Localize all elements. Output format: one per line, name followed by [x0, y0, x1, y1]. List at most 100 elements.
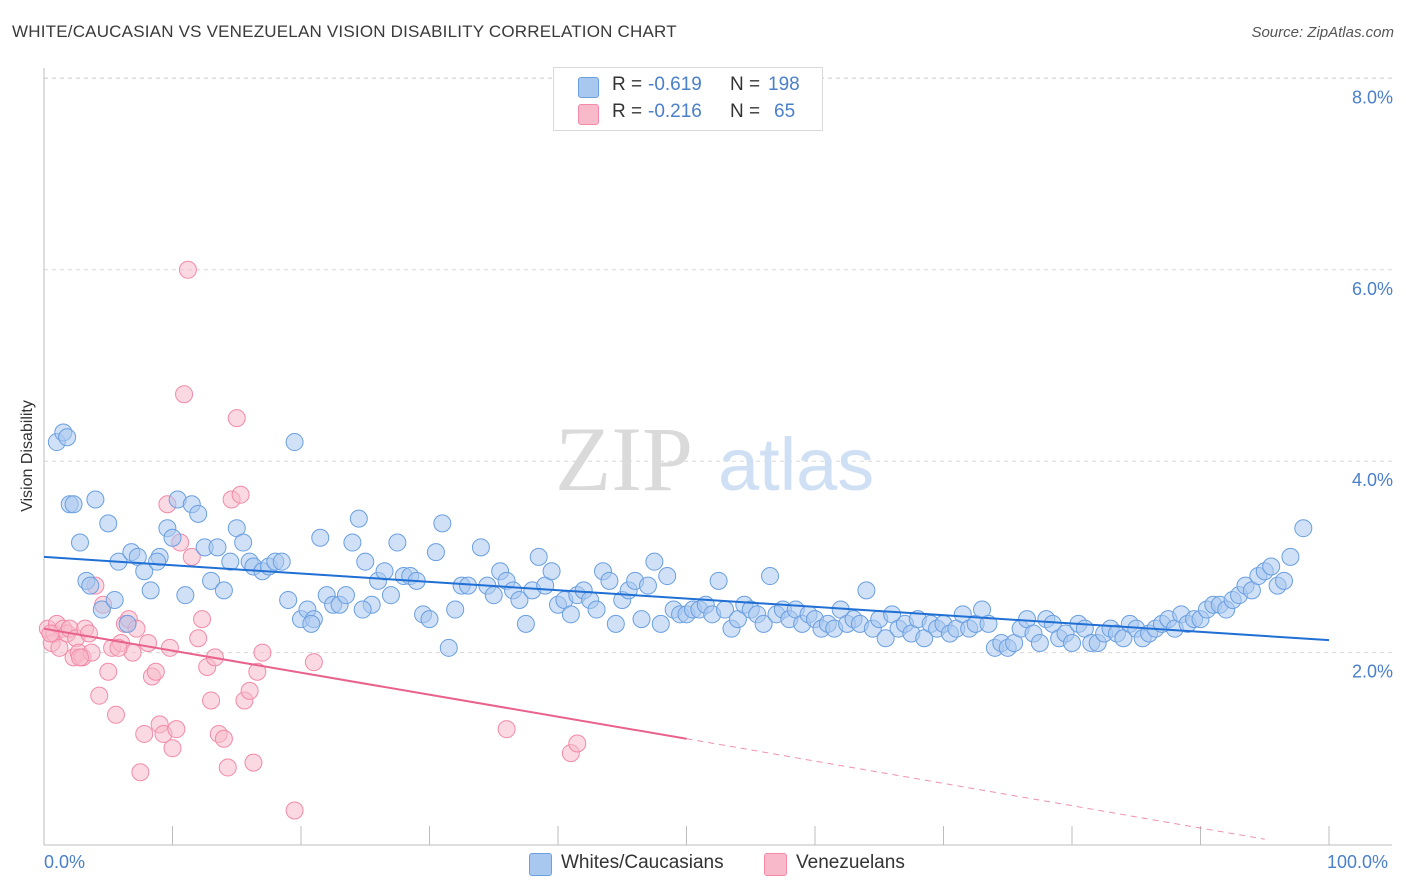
- y-tick-labels: 2.0% 4.0% 6.0% 8.0%: [1352, 87, 1393, 681]
- x-tick-label-max: 100.0%: [1327, 852, 1389, 872]
- data-point-white: [587, 600, 606, 619]
- data-point-white: [279, 590, 298, 609]
- data-point-venezuelan: [131, 763, 150, 782]
- series-legend-label-whites: Whites/Caucasians: [561, 852, 724, 873]
- data-point-white: [979, 614, 998, 633]
- trend-lines: [43, 555, 1330, 840]
- data-point-white: [1275, 571, 1294, 590]
- data-point-venezuelan: [139, 634, 158, 653]
- data-point-venezuelan: [135, 724, 154, 743]
- data-point-white: [336, 586, 355, 605]
- series-legend-swatch-venezuelans: [764, 853, 787, 876]
- data-point-white: [857, 581, 876, 600]
- legend-n-value: 65: [774, 101, 796, 122]
- data-point-white: [529, 547, 548, 566]
- data-point-white: [1030, 634, 1049, 653]
- data-point-white: [1294, 519, 1313, 538]
- data-point-white: [606, 614, 625, 633]
- data-point-white: [561, 605, 580, 624]
- data-point-white: [105, 590, 124, 609]
- data-point-white: [214, 581, 233, 600]
- data-point-venezuelan: [41, 624, 60, 643]
- data-point-white: [141, 581, 160, 600]
- data-point-white: [381, 586, 400, 605]
- data-point-venezuelan: [304, 653, 323, 672]
- data-point-venezuelan: [231, 485, 250, 504]
- data-point-white: [638, 576, 657, 595]
- data-point-venezuelan: [79, 624, 98, 643]
- data-point-venezuelan: [50, 638, 69, 657]
- data-point-white: [632, 610, 651, 629]
- data-point-white: [64, 495, 83, 514]
- data-point-white: [349, 509, 368, 528]
- data-point-venezuelan: [240, 681, 259, 700]
- data-point-venezuelan: [99, 662, 118, 681]
- data-point-white: [651, 614, 670, 633]
- data-point-white: [202, 571, 221, 590]
- data-point-white: [163, 528, 182, 547]
- data-point-venezuelan: [175, 385, 194, 404]
- data-point-venezuelan: [285, 801, 304, 820]
- data-point-white: [311, 528, 330, 547]
- series-legend-swatch-whites: [529, 853, 552, 876]
- data-point-venezuelan: [214, 729, 233, 748]
- data-point-white: [81, 576, 100, 595]
- data-point-white: [484, 586, 503, 605]
- data-point-white: [356, 552, 375, 571]
- data-point-white: [353, 600, 372, 619]
- data-point-white: [58, 428, 77, 447]
- data-point-white: [189, 504, 208, 523]
- x-tick-label-min: 0.0%: [44, 852, 86, 872]
- data-point-white: [510, 590, 529, 609]
- data-point-white: [876, 629, 895, 648]
- data-point-white: [285, 433, 304, 452]
- data-point-white: [388, 533, 407, 552]
- data-point-white: [70, 533, 89, 552]
- data-point-venezuelan: [227, 409, 246, 428]
- series-legend-label-venezuelans: Venezuelans: [796, 852, 905, 873]
- data-point-white: [709, 571, 728, 590]
- legend-swatch-whites: [578, 77, 599, 98]
- legend-swatch-venezuelans: [578, 104, 599, 125]
- data-point-venezuelan: [182, 547, 201, 566]
- data-point-white: [542, 562, 561, 581]
- data-point-white: [420, 610, 439, 629]
- data-point-white: [86, 490, 105, 509]
- data-point-white: [272, 552, 291, 571]
- watermark-atlas: atlas: [718, 423, 874, 506]
- axes: [43, 68, 1392, 846]
- legend-r-value: -0.216: [648, 101, 702, 122]
- data-point-white: [761, 567, 780, 586]
- data-point-venezuelan: [253, 643, 272, 662]
- y-tick-label: 6.0%: [1352, 279, 1393, 299]
- data-point-white: [302, 614, 321, 633]
- legend-n-value: 198: [768, 74, 800, 95]
- legend-n-label: N =: [730, 101, 761, 122]
- series-legend: Whites/Caucasians Venezuelans: [0, 852, 1406, 878]
- data-point-venezuelan: [193, 610, 212, 629]
- data-point-white: [471, 538, 490, 557]
- legend-r-value: -0.619: [648, 74, 702, 95]
- data-point-white: [118, 614, 137, 633]
- data-point-venezuelan: [90, 686, 109, 705]
- data-point-white: [176, 586, 195, 605]
- trendline-venezuelans: [43, 627, 687, 740]
- chart-title: WHITE/CAUCASIAN VS VENEZUELAN VISION DIS…: [12, 22, 677, 41]
- data-point-white: [754, 614, 773, 633]
- data-point-venezuelan: [248, 662, 267, 681]
- data-point-white: [148, 552, 167, 571]
- data-point-venezuelan: [109, 638, 128, 657]
- data-point-venezuelan: [178, 260, 197, 279]
- source-label: Source: ZipAtlas.com: [1251, 24, 1394, 41]
- data-point-white: [234, 533, 253, 552]
- y-tick-label: 4.0%: [1352, 470, 1393, 490]
- data-point-venezuelan: [497, 720, 516, 739]
- data-point-white: [433, 514, 452, 533]
- data-point-venezuelan: [163, 739, 182, 758]
- data-point-white: [658, 567, 677, 586]
- legend-r-label: R =: [612, 101, 643, 122]
- data-point-white: [446, 600, 465, 619]
- data-point-white: [426, 543, 445, 562]
- trendline-venezuelans-extrapolated: [686, 738, 1265, 840]
- trendline-whites: [43, 555, 1330, 642]
